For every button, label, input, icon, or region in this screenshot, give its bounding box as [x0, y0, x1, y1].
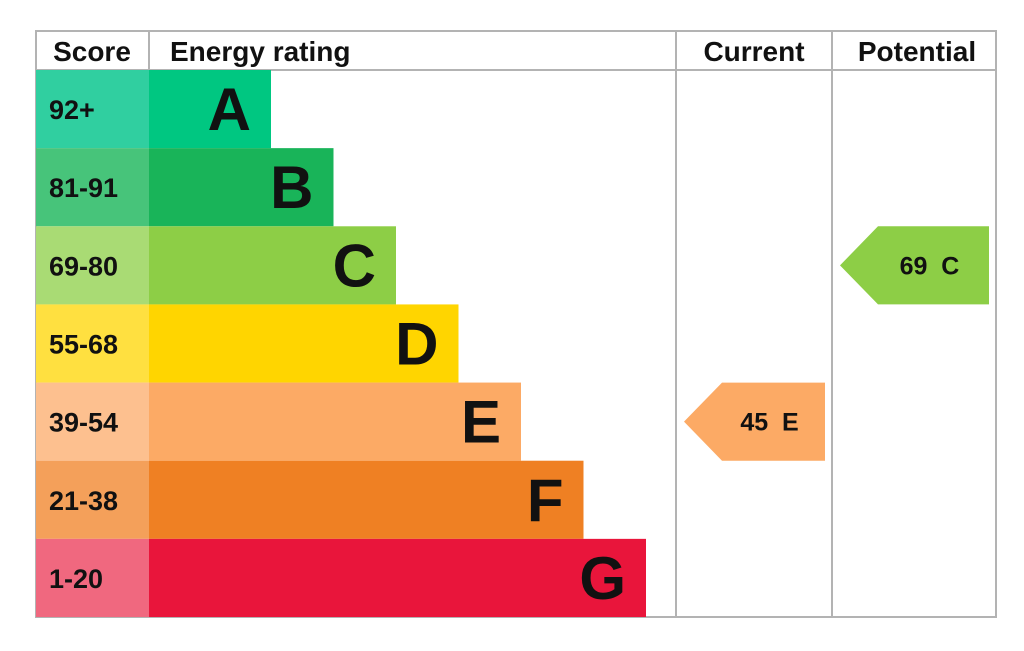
- band-letter-c: C: [333, 232, 376, 299]
- rating-bands: 92+ A 81-91 B 69-80 C 55-68 D 39-54 E 21-38 F 1-20 G: [36, 70, 646, 617]
- potential-rating-label: 69 C: [900, 252, 960, 280]
- score-cell-d: [36, 304, 149, 383]
- header-current: Current: [703, 36, 804, 67]
- score-cell-g: [36, 538, 149, 617]
- band-letter-a: A: [208, 76, 251, 143]
- band-letter-e: E: [461, 389, 501, 456]
- score-cell-e: [36, 382, 149, 461]
- score-label-b: 81-91: [49, 173, 118, 203]
- band-letter-f: F: [527, 467, 564, 534]
- header-energy-rating: Energy rating: [170, 36, 350, 67]
- band-bar-b: [149, 148, 334, 227]
- score-label-d: 55-68: [49, 330, 118, 360]
- band-bar-c: [149, 226, 396, 305]
- band-bar-f: [149, 460, 584, 539]
- score-cell-b: [36, 148, 149, 227]
- current-rating-label: 45 E: [740, 409, 798, 437]
- rating-markers: 45 E 69 C: [684, 226, 989, 461]
- header-potential: Potential: [858, 36, 976, 67]
- score-label-e: 39-54: [49, 408, 118, 438]
- score-label-a: 92+: [49, 95, 95, 125]
- current-rating-arrow: [684, 382, 825, 461]
- score-label-f: 21-38: [49, 486, 118, 516]
- header-score: Score: [53, 36, 131, 67]
- band-letter-d: D: [395, 311, 438, 378]
- band-bar-e: [149, 382, 521, 461]
- band-letter-b: B: [270, 154, 313, 221]
- score-cell-c: [36, 226, 149, 305]
- band-bar-g: [149, 538, 646, 617]
- band-bar-a: [149, 70, 271, 149]
- potential-rating-arrow: [840, 226, 989, 305]
- score-label-g: 1-20: [49, 564, 103, 594]
- band-bar-d: [149, 304, 459, 383]
- score-cell-f: [36, 460, 149, 539]
- score-label-c: 69-80: [49, 251, 118, 281]
- score-cell-a: [36, 70, 149, 149]
- band-letter-g: G: [579, 545, 626, 612]
